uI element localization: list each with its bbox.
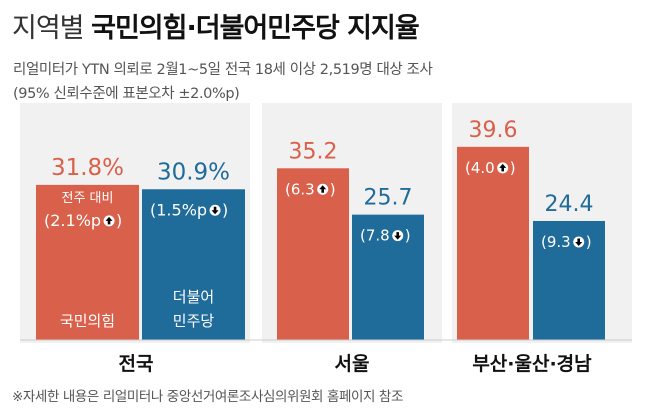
change-label-1-0: (1.5%p	[150, 200, 207, 219]
footnote: ※자세한 내용은 리얼미터나 중앙선거여론조사심의위원회 홈페이지 참조	[12, 389, 403, 405]
bar-party-label-1b: 민주당	[173, 312, 215, 330]
bar-1-2	[533, 220, 605, 340]
title-main: 국민의힘·더불어민주당 지지율	[91, 13, 420, 44]
change-paren-1-2: )	[586, 233, 592, 251]
category-label-1: 서울	[335, 353, 370, 375]
change-paren-0-1: )	[330, 180, 336, 198]
change-paren-0-0: )	[116, 211, 122, 230]
value-label-0-0: 31.8%	[51, 155, 124, 181]
change-paren-0-2: )	[510, 159, 516, 177]
bar-0-1	[277, 168, 349, 340]
chart-title: 지역별 국민의힘·더불어민주당 지지율	[12, 6, 420, 45]
change-label-1-1: (7.8	[360, 227, 390, 245]
arrow-icon-1-1	[394, 232, 402, 240]
change-paren-1-1: )	[405, 227, 411, 245]
change-label-0-0: (2.1%p	[44, 211, 101, 230]
value-label-0-1: 35.2	[289, 139, 338, 164]
bar-0-2	[457, 146, 529, 340]
category-label-0: 전국	[119, 353, 154, 375]
title-prefix: 지역별	[12, 13, 85, 44]
change-label-1-2: (9.3	[541, 233, 571, 251]
arrow-icon-0-1	[319, 185, 327, 193]
arrow-icon-0-2	[499, 163, 507, 172]
change-caption: 전주 대비	[62, 191, 114, 206]
value-label-1-2: 24.4	[545, 192, 594, 217]
value-label-1-1: 25.7	[364, 186, 413, 211]
bar-1-1	[352, 214, 424, 340]
arrow-icon-1-0	[211, 206, 219, 215]
subtitle-survey: 리얼미터가 YTN 의뢰로 2월1~5일 전국 18세 이상 2,519명 대상…	[13, 62, 433, 78]
arrow-icon-1-2	[575, 238, 583, 246]
bar-party-label-1a: 더불어	[173, 288, 214, 306]
change-label-0-2: (4.0	[465, 159, 495, 177]
bar-1-0	[142, 189, 245, 340]
value-label-1-0: 30.9%	[157, 159, 230, 185]
change-label-0-1: (6.3	[285, 180, 315, 198]
bar-party-label-0: 국민의힘	[60, 312, 115, 330]
category-label-2: 부산·울산·경남	[472, 353, 592, 375]
bar-0-0	[36, 184, 139, 340]
change-paren-1-0: )	[222, 200, 228, 219]
arrow-icon-0-0	[105, 216, 113, 225]
value-label-0-2: 39.6	[469, 118, 518, 143]
subtitle-margin: (95% 신뢰수준에 표본오차 ±2.0%p)	[13, 86, 240, 102]
